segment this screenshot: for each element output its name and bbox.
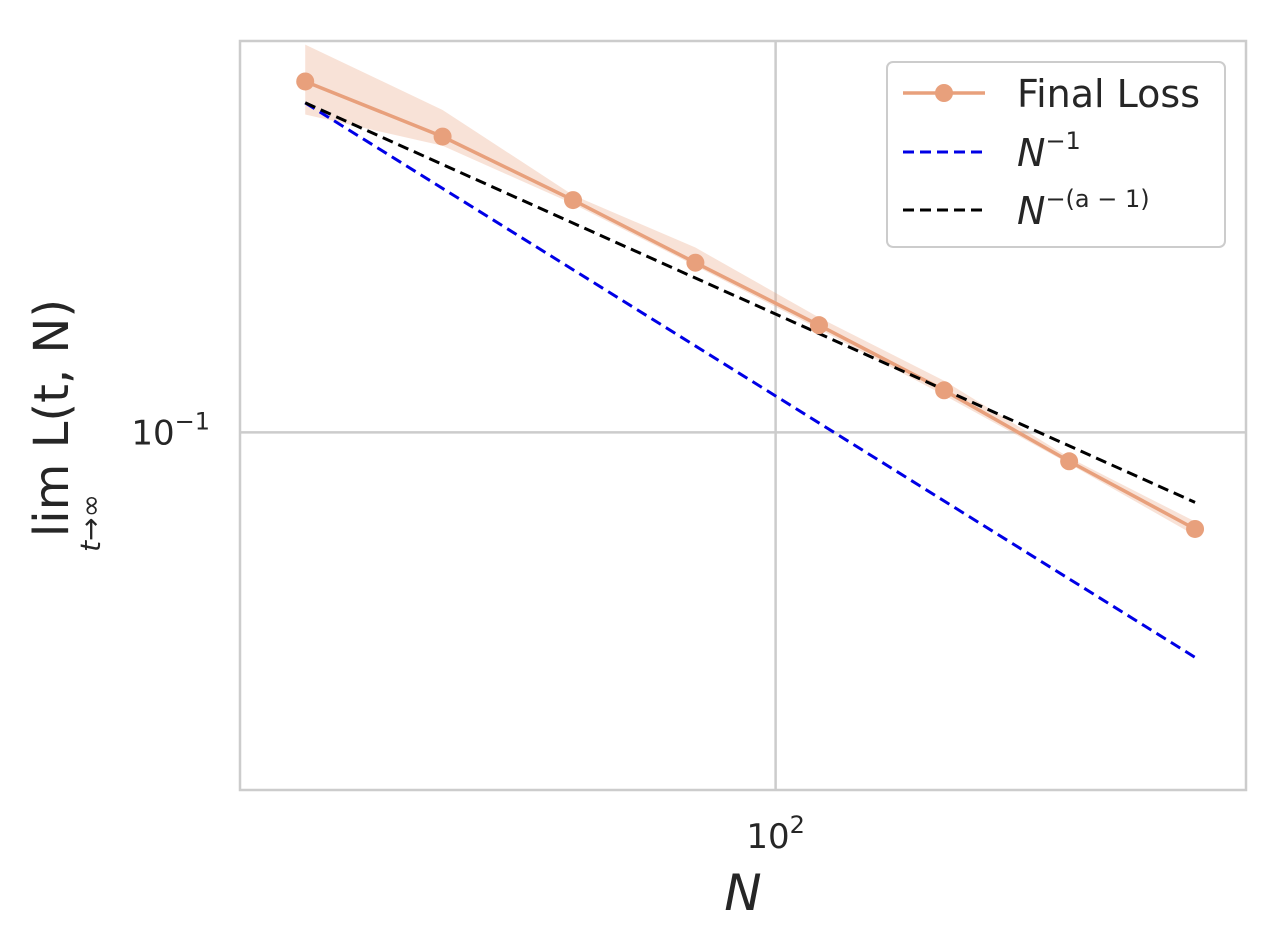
legend-label-n-power: N−(a − 1): [1017, 185, 1150, 233]
legend-marker-final-loss: [935, 84, 953, 102]
data-point-0-0: [296, 72, 315, 91]
data-point-0-7: [1186, 519, 1205, 538]
legend-label-final-loss: Final Loss: [1017, 72, 1200, 116]
legend-box: [886, 61, 1226, 248]
y-axis-label-main: lim L(t, N): [24, 299, 80, 537]
y-tick-labels: 10−1: [131, 407, 210, 453]
data-point-0-2: [564, 191, 583, 210]
y-axis-label-sub: t→∞: [74, 494, 107, 552]
data-point-0-3: [686, 253, 705, 272]
data-point-0-1: [433, 127, 452, 146]
y-axis-label: lim L(t, N) t→∞: [24, 299, 107, 552]
y-tick-label-0: 10−1: [131, 407, 210, 453]
series-markers: [296, 72, 1205, 538]
data-point-0-4: [809, 316, 828, 335]
series-line-0: [304, 79, 1196, 531]
x-axis-label: N: [724, 864, 761, 922]
plot-frame: [238, 39, 1248, 792]
data-point-0-5: [935, 381, 954, 400]
legend-label-n-inverse: N−1: [1017, 127, 1081, 175]
series-line-1: [304, 101, 1196, 659]
data-point-0-6: [1060, 452, 1079, 471]
legend: Final Loss N−1 N−(a − 1): [886, 61, 1226, 248]
x-tick-labels: 102: [746, 811, 805, 857]
series-lines: [304, 79, 1196, 659]
series-line-2: [304, 101, 1196, 504]
x-tick-label-0: 102: [746, 811, 805, 857]
grid-lines: [240, 41, 1246, 790]
